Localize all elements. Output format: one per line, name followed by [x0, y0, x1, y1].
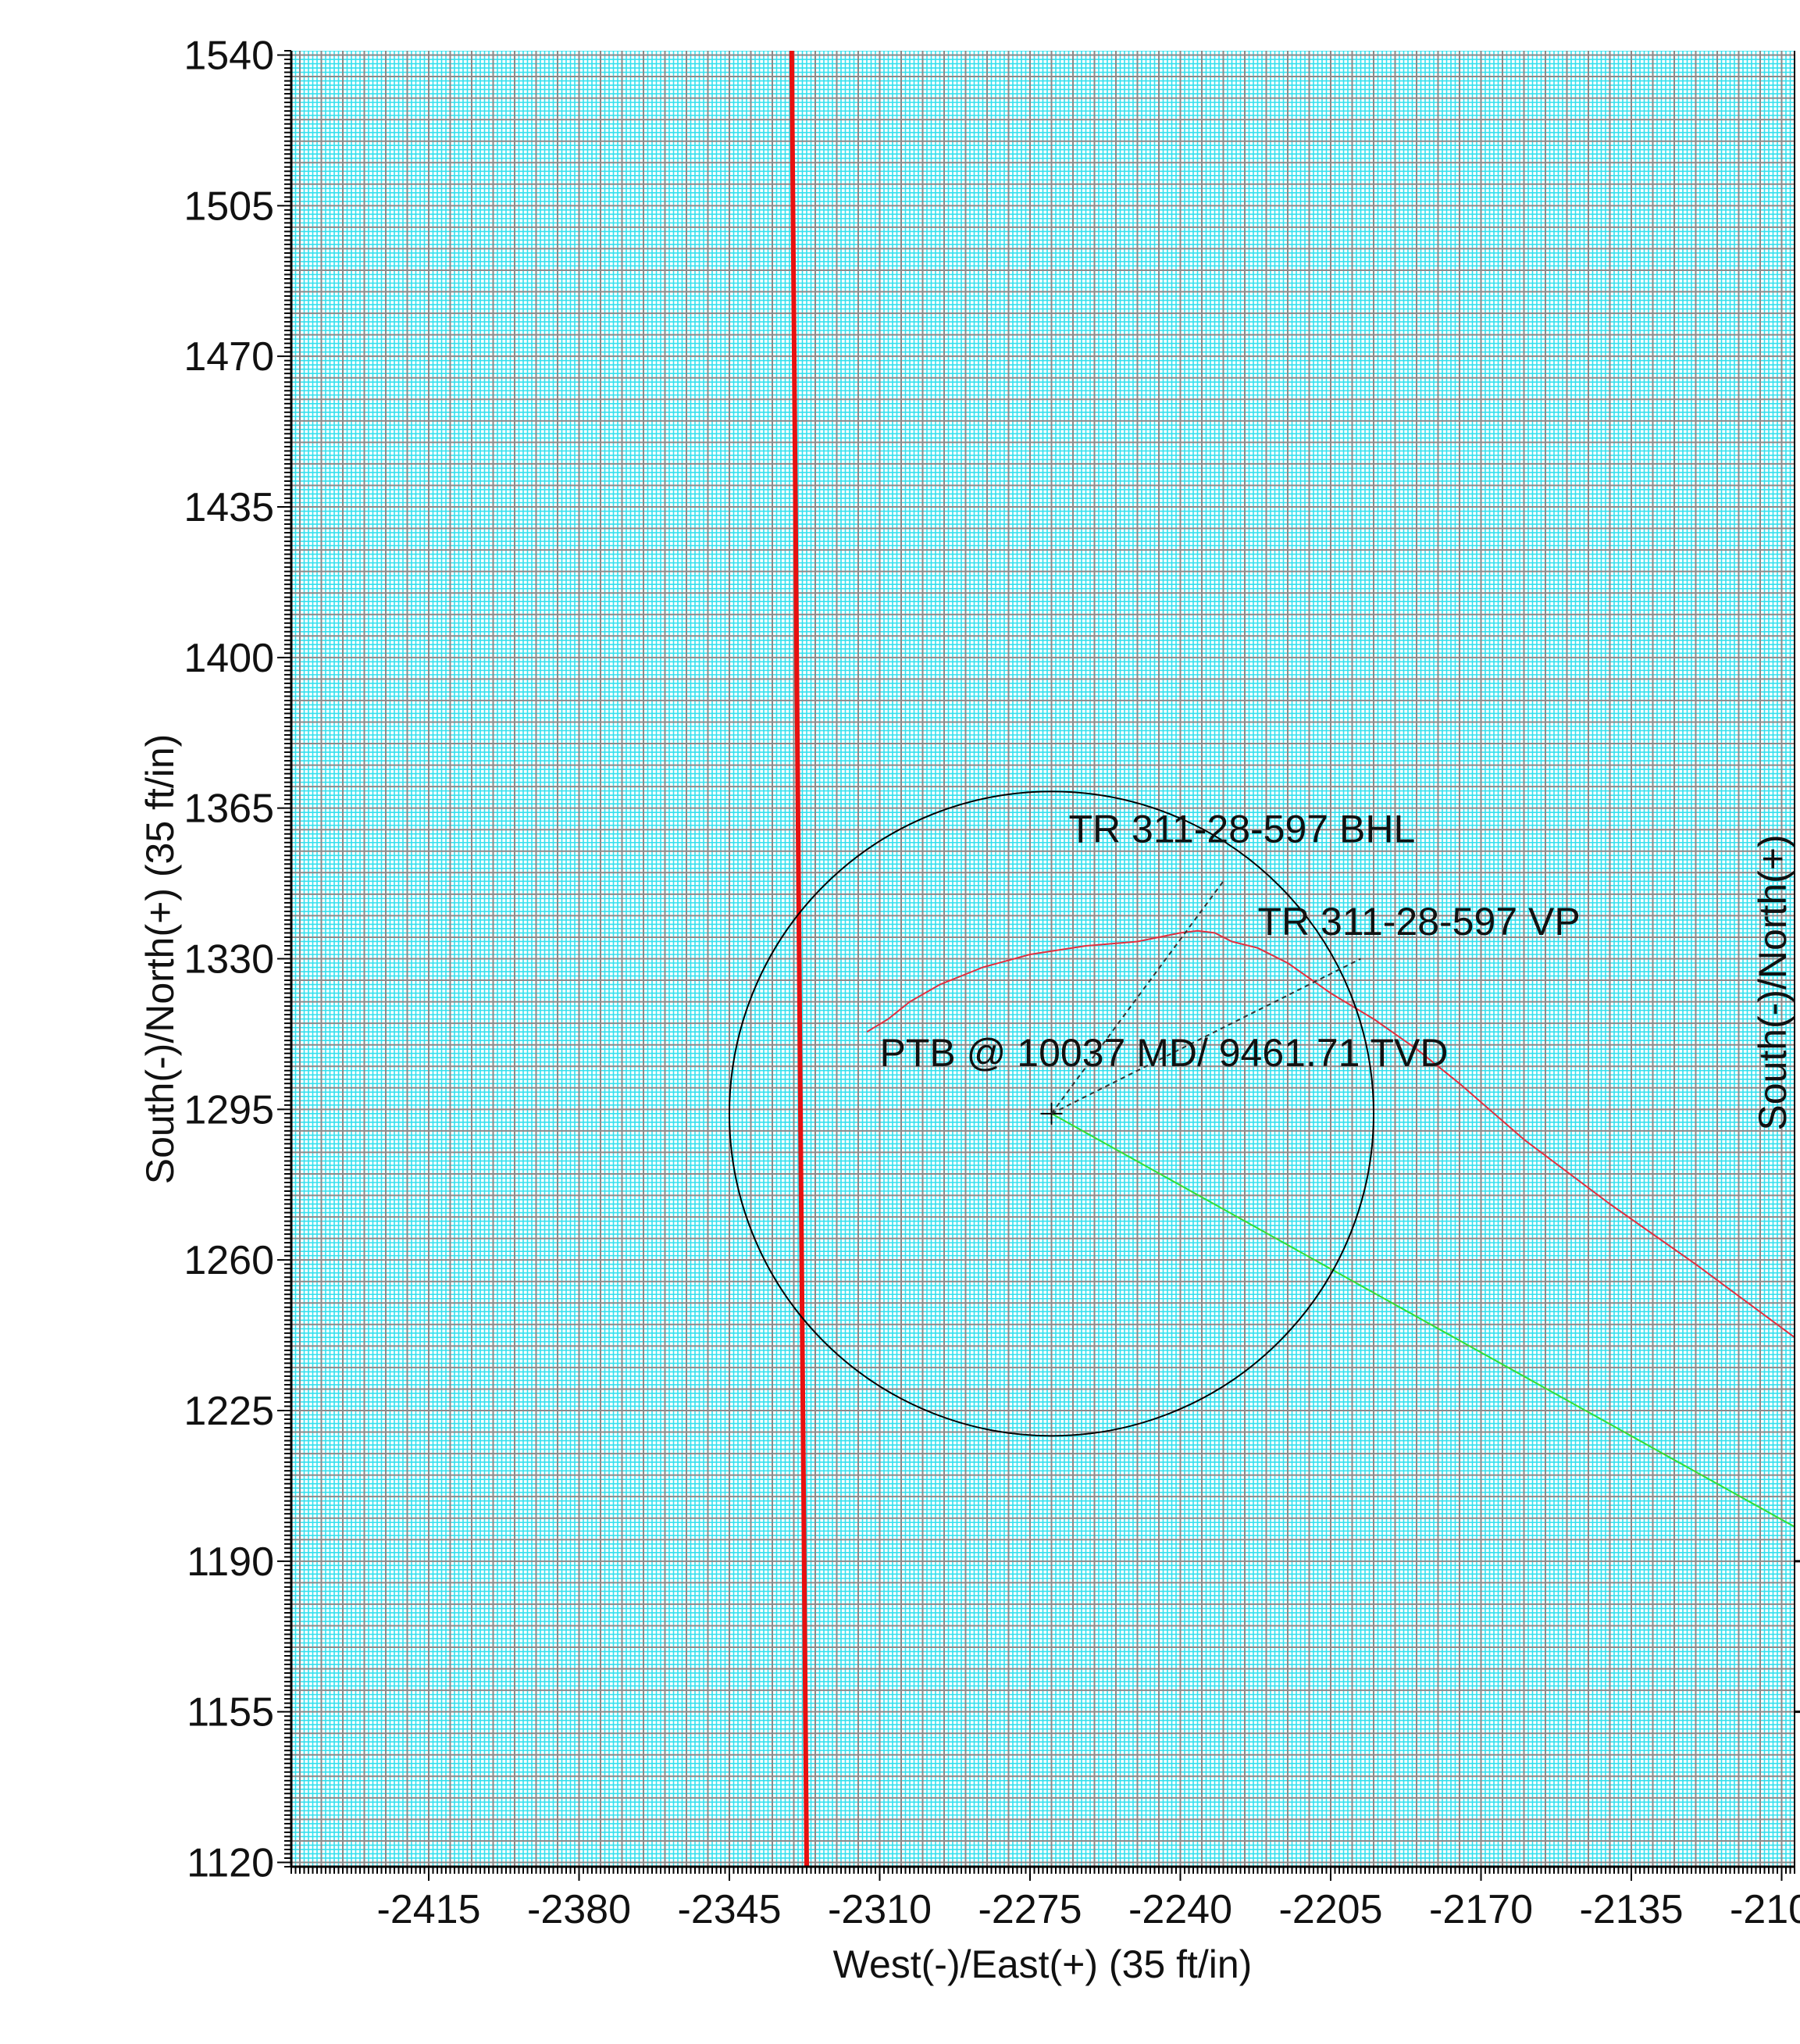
target-layer — [729, 790, 1374, 1437]
x-tick-label: -2170 — [1429, 1887, 1533, 1932]
annotation-leader — [1051, 958, 1361, 1115]
annotation-label: TR 311-28-597 VP — [1258, 900, 1581, 944]
y-tick-label: 1155 — [187, 1690, 274, 1735]
x-tick-label: -2380 — [527, 1887, 631, 1932]
annotation-label: PTB @ 10037 MD/ 9461.71 TVD — [880, 1031, 1449, 1075]
y-tick-label: 1295 — [184, 1087, 274, 1133]
x-tick-label: -2275 — [978, 1887, 1082, 1932]
y-tick-label: 1190 — [187, 1539, 274, 1585]
x-tick-label: -2135 — [1580, 1887, 1684, 1932]
x-tick-label: -2205 — [1279, 1887, 1383, 1932]
y-tick-label: 1435 — [184, 485, 274, 530]
wellpath-series — [866, 929, 1795, 1339]
y-axis-title: South(-)/North(+) (35 ft/in) — [138, 734, 182, 1185]
projection-series — [1051, 1112, 1795, 1528]
x-axis-title: West(-)/East(+) (35 ft/in) — [833, 1942, 1253, 1986]
series-layer — [789, 51, 1795, 1867]
x-tick-label: -2415 — [377, 1887, 481, 1932]
labels-layer: TR 311-28-597 BHL TR 311-28-597 VP PTB @ 1… — [184, 34, 1800, 1932]
y-tick-label: 1540 — [184, 34, 274, 79]
y-tick-label: 1365 — [184, 787, 274, 832]
target-circle — [729, 790, 1374, 1437]
secondary-y-axis-title: South(-)/North(+) — [1751, 834, 1795, 1130]
y-tick-label: 1225 — [184, 1389, 274, 1434]
y-tick-label: 1400 — [184, 636, 274, 681]
y-tick-label: 1330 — [184, 937, 274, 983]
y-tick-label: 1120 — [187, 1840, 274, 1885]
major-grid — [291, 51, 1795, 1867]
y-tick-label: 1505 — [184, 184, 274, 229]
y-tick-label: 1470 — [184, 334, 274, 380]
annotation-leader — [1050, 880, 1224, 1115]
y-tick-label: 1260 — [184, 1238, 274, 1283]
annotation-label: TR 311-28-597 BHL — [1069, 808, 1416, 851]
x-tick-label: -2240 — [1128, 1887, 1232, 1932]
x-tick-label: -2310 — [828, 1887, 932, 1932]
x-tick-label: -2100 — [1730, 1887, 1800, 1932]
x-tick-label: -2345 — [678, 1887, 782, 1932]
boundary-line-series — [789, 51, 809, 1867]
axes-layer — [277, 50, 1800, 1881]
